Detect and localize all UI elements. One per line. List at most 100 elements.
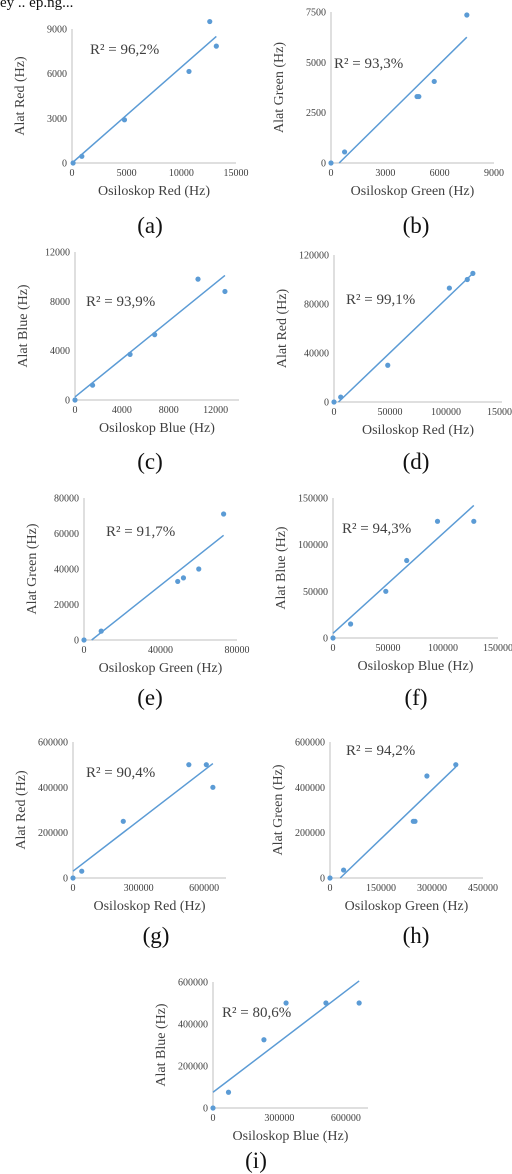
trendline (332, 504, 475, 634)
y-tick-label: 0 (320, 874, 325, 885)
r-squared-annotation: R² = 80,6% (222, 1005, 291, 1021)
data-point (453, 762, 459, 768)
data-point (175, 578, 181, 585)
y-tick-label: 80000 (304, 300, 329, 311)
trendline (212, 980, 360, 1093)
y-tick-label: 20000 (54, 600, 79, 611)
chart-panel-i: 0 300000 600000 0 200000 400000 600000 Osilosko… (128, 960, 384, 1174)
data-point (404, 557, 410, 564)
data-point (470, 270, 476, 276)
y-tick-label: 0 (324, 398, 329, 409)
r-squared-annotation: R² = 94,2% (346, 743, 415, 759)
data-point (416, 93, 422, 100)
data-point (186, 762, 192, 768)
x-tick-label: 3000 (375, 168, 395, 179)
y-tick-label: 3000 (47, 114, 67, 125)
data-point (356, 1000, 362, 1006)
panel-caption-g: (g) (142, 923, 170, 948)
y-tick-label: 200000 (295, 828, 325, 839)
data-point (127, 351, 133, 357)
x-tick-label: 300000 (264, 1113, 294, 1124)
panel-caption-c: (c) (137, 449, 163, 474)
y-axis-label: Alat Red (Hz) (14, 770, 29, 850)
chart-e: 0 40000 80000020000400006000080000Osilosko… (25, 494, 250, 677)
x-tick-label: 50000 (378, 407, 403, 418)
y-tick-label: 5000 (306, 58, 326, 69)
chart-g: 0 300000 600000 0 200000 400000 600000 Osilosko… (14, 738, 226, 914)
data-point (331, 399, 337, 405)
y-tick-label: 0 (63, 874, 68, 885)
trendline (74, 274, 226, 398)
data-point (434, 518, 441, 524)
y-tick-label: 50000 (303, 587, 328, 598)
data-point (207, 18, 213, 25)
chart-d: 0 50000 100000 150000 0 40000 80000 120000 Osilo… (275, 251, 512, 439)
data-point (328, 160, 334, 166)
data-point (89, 382, 96, 388)
chart-panel-h: 0 150000 300000 450000 0 200000 400000 600000 Os… (256, 720, 512, 960)
data-point (341, 867, 347, 873)
panel-caption-a: (a) (137, 213, 163, 238)
data-point (222, 288, 228, 295)
data-point (221, 511, 227, 517)
chart-a: 0 5000 10000 15000 0 3000 6000 9000 Osiloskop Re… (13, 18, 249, 199)
x-axis-label: Osiloskop Green (Hz) (345, 899, 469, 914)
y-axis-label: Alat Green (Hz) (271, 764, 286, 855)
x-tick-label: 80000 (225, 645, 250, 656)
data-point (196, 566, 202, 572)
y-axis-label: Alat Red (Hz) (13, 56, 28, 136)
x-tick-label: 4000 (112, 405, 132, 416)
data-point (424, 773, 430, 779)
chart-c: 0 4000 8000 12000 0 4000 8000 12000 Osiloskop Bl… (16, 248, 239, 436)
panel-caption-b: (b) (402, 213, 430, 238)
data-point (446, 285, 452, 291)
r-squared-annotation: R² = 90,4% (86, 765, 155, 781)
y-tick-label: 400000 (178, 1020, 208, 1031)
x-tick-label: 12000 (203, 405, 228, 416)
x-axis-label: Osiloskop Red (Hz) (98, 184, 210, 199)
y-tick-label: 2500 (306, 108, 326, 119)
y-tick-label: 40000 (54, 565, 79, 576)
chart-i: 0 300000 600000 0 200000 400000 600000 Osilosko… (154, 978, 368, 1144)
trendline (72, 762, 214, 872)
data-point (431, 78, 437, 85)
data-point (338, 394, 344, 400)
x-tick-label: 0 (328, 883, 333, 894)
y-axis-label: Alat Red (Hz) (275, 289, 290, 369)
x-axis-label: Osiloskop Green (Hz) (99, 661, 223, 676)
y-tick-label: 80000 (54, 494, 79, 505)
chart-panel-a: 0 5000 10000 15000 0 3000 6000 9000 Osiloskop Re… (0, 0, 256, 240)
x-tick-label: 100000 (431, 407, 461, 418)
x-tick-label: 0 (73, 405, 78, 416)
data-point (210, 1105, 216, 1111)
data-point (81, 637, 87, 643)
x-tick-label: 10000 (169, 168, 194, 179)
x-tick-label: 100000 (428, 643, 458, 654)
data-point (98, 628, 104, 634)
y-tick-label: 600000 (295, 738, 325, 749)
y-tick-label: 6000 (47, 69, 67, 80)
data-point (323, 1000, 329, 1006)
y-axis-label: Alat Blue (Hz) (16, 284, 31, 368)
r-squared-annotation: R² = 96,2% (90, 42, 159, 58)
y-tick-label: 8000 (50, 297, 70, 308)
y-axis-label: Alat Blue (Hz) (154, 1003, 169, 1087)
x-tick-label: 0 (329, 168, 334, 179)
x-tick-label: 600000 (189, 883, 219, 894)
x-tick-label: 600000 (331, 1113, 361, 1124)
x-tick-label: 450000 (468, 883, 498, 894)
data-point (180, 575, 187, 581)
x-tick-label: 5000 (117, 168, 137, 179)
x-tick-label: 6000 (430, 168, 450, 179)
trendline (339, 766, 457, 879)
r-squared-annotation: R² = 94,3% (342, 521, 411, 537)
r-squared-annotation: R² = 93,9% (86, 294, 155, 310)
data-point (464, 12, 470, 18)
y-tick-label: 400000 (295, 783, 325, 794)
data-point (341, 149, 348, 155)
chart-panel-c: 0 4000 8000 12000 0 4000 8000 12000 Osiloskop Bl… (0, 240, 256, 480)
y-tick-label: 0 (62, 159, 67, 170)
data-point (70, 160, 76, 166)
y-tick-label: 4000 (50, 346, 70, 357)
y-tick-label: 600000 (178, 978, 208, 989)
